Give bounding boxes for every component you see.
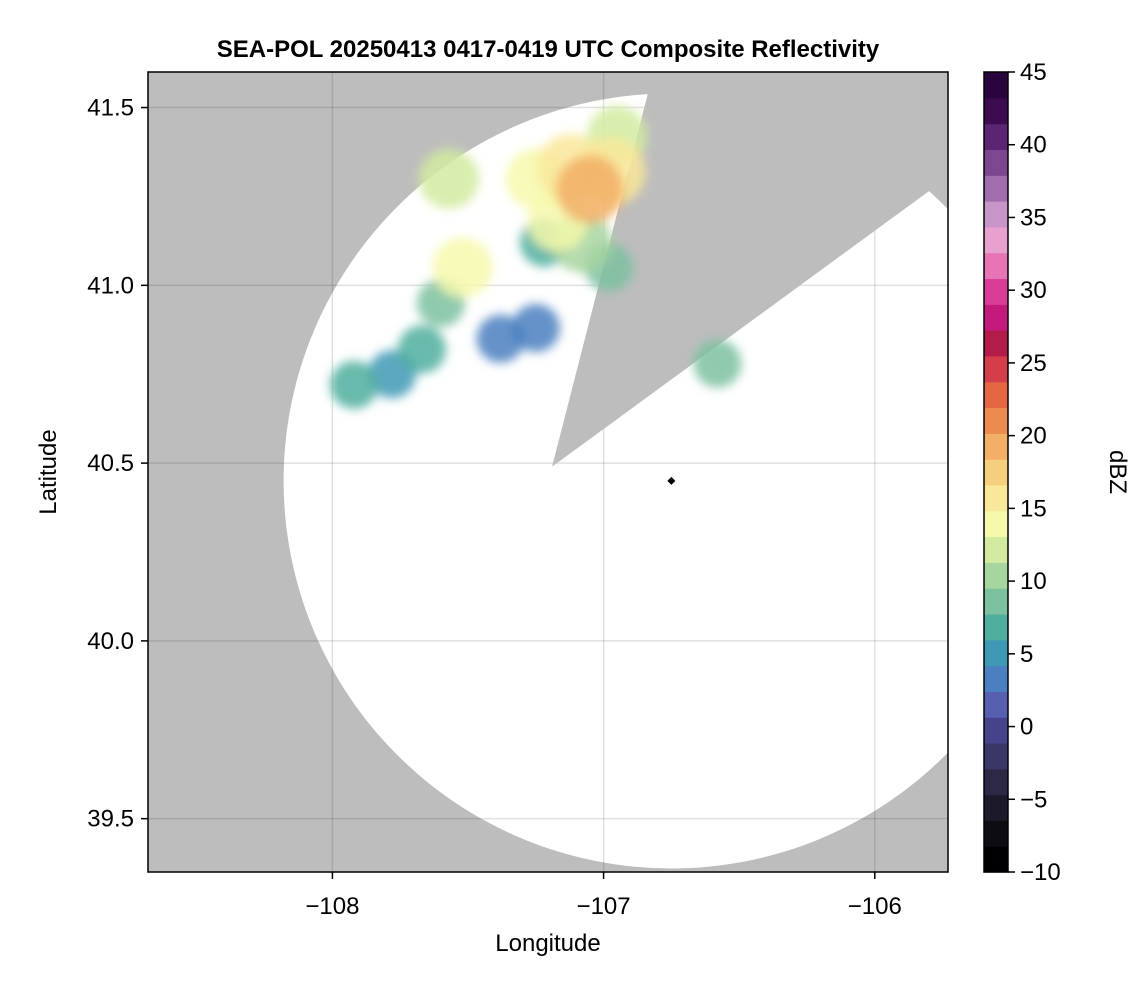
colorbar-segment	[984, 846, 1008, 873]
colorbar-tick-label: 35	[1020, 204, 1047, 231]
colorbar-segment	[984, 613, 1008, 641]
colorbar-tick-label: 45	[1020, 59, 1047, 86]
echo-point	[476, 314, 525, 363]
colorbar-segment	[984, 175, 1008, 202]
x-axis-ticks: −108 −107 −106	[305, 872, 902, 920]
colorbar-tick-label: −5	[1020, 786, 1047, 813]
colorbar-segment	[984, 252, 1008, 280]
y-tick-label: 39.5	[87, 806, 134, 833]
echo-point	[330, 360, 379, 409]
y-tick-label: 41.5	[87, 95, 134, 122]
colorbar-segment	[984, 97, 1008, 125]
colorbar-segment	[984, 226, 1008, 254]
colorbar-segment	[984, 691, 1008, 718]
colorbar-tick-label: 5	[1020, 641, 1033, 668]
colorbar-segment	[984, 742, 1008, 770]
colorbar-tick-label: 25	[1020, 350, 1047, 377]
y-axis-ticks: 39.5 40.0 40.5 41.0 41.5	[87, 95, 148, 833]
colorbar-segment	[984, 304, 1008, 331]
echo-point	[693, 339, 742, 388]
echo-point	[556, 155, 625, 224]
colorbar-segment	[984, 330, 1008, 357]
echo-point	[419, 148, 480, 209]
colorbar-segment	[984, 562, 1008, 589]
colorbar-segment	[984, 510, 1008, 538]
colorbar-segment	[984, 381, 1008, 409]
y-axis-label: Latitude	[35, 429, 62, 514]
echo-layer	[330, 106, 742, 409]
echo-point	[397, 325, 446, 374]
colorbar-segment	[984, 407, 1008, 434]
colorbar-segment	[984, 72, 1008, 99]
chart-title: SEA-POL 20250413 0417-0419 UTC Composite…	[217, 36, 880, 63]
colorbar-tick-label: 10	[1020, 568, 1047, 595]
colorbar-segment	[984, 794, 1008, 821]
colorbar-segment	[984, 123, 1008, 151]
colorbar-segment	[984, 536, 1008, 563]
colorbar	[983, 71, 1009, 873]
plot-area	[148, 72, 948, 872]
x-axis-label: Longitude	[495, 930, 600, 957]
colorbar-tick-label: 15	[1020, 495, 1047, 522]
colorbar-label: dBZ	[1104, 450, 1131, 494]
y-tick-label: 40.0	[87, 628, 134, 655]
colorbar-segment	[984, 588, 1008, 615]
colorbar-ticks: −10 −5 0 5 10 15 20 25 30 35 40 45	[1008, 59, 1061, 886]
x-tick-label: −106	[848, 893, 902, 920]
colorbar-tick-label: −10	[1020, 859, 1061, 886]
colorbar-segment	[984, 484, 1008, 512]
colorbar-segment	[984, 459, 1008, 486]
colorbar-tick-label: 30	[1020, 277, 1047, 304]
colorbar-frame	[983, 71, 1009, 873]
colorbar-tick-label: 20	[1020, 423, 1047, 450]
blocked-beam-sector	[552, 72, 948, 467]
plot-frame	[147, 71, 949, 873]
radar-location-marker	[667, 476, 676, 485]
colorbar-segment	[984, 768, 1008, 796]
echo-point	[432, 237, 493, 298]
colorbar-segment	[984, 820, 1008, 847]
colorbar-segment	[984, 278, 1008, 305]
x-tick-label: −108	[305, 893, 359, 920]
colorbar-tick-label: 0	[1020, 714, 1033, 741]
colorbar-segment	[984, 717, 1008, 744]
x-tick-label: −107	[577, 893, 631, 920]
colorbar-segment	[984, 433, 1008, 460]
colorbar-segment	[984, 665, 1008, 692]
colorbar-segment	[984, 149, 1008, 176]
colorbar-segment	[984, 639, 1008, 667]
colorbar-tick-label: 40	[1020, 132, 1047, 159]
y-tick-label: 41.0	[87, 272, 134, 299]
colorbar-segment	[984, 355, 1008, 383]
y-tick-label: 40.5	[87, 450, 134, 477]
colorbar-segment	[984, 201, 1008, 228]
